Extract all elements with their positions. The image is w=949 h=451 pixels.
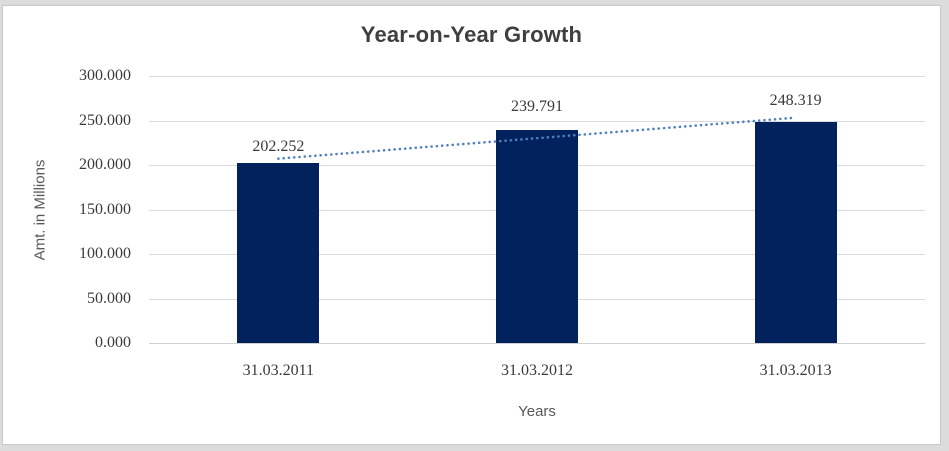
y-tick-label: 100.000 — [79, 245, 131, 262]
bar-value-label: 239.791 — [511, 97, 563, 115]
y-tick-label: 200.000 — [79, 156, 131, 173]
x-tick-label: 31.03.2012 — [501, 362, 573, 379]
gridline — [149, 120, 925, 122]
x-axis-title: Years — [518, 403, 556, 420]
y-tick-label: 300.000 — [79, 67, 131, 84]
bar-31.03.2011 — [237, 163, 320, 343]
y-axis-title: Amt. in Millions — [31, 159, 49, 261]
plot-area: 202.252 239.791 248.319 — [149, 76, 925, 344]
trendline — [277, 116, 797, 160]
y-tick-label: 0.000 — [95, 334, 131, 351]
x-axis-line — [149, 343, 925, 344]
y-tick-label: 50.000 — [87, 289, 131, 307]
x-tick-label: 31.03.2013 — [759, 362, 832, 379]
chart-title: Year-on-Year Growth — [360, 22, 583, 47]
y-tick-label: 150.000 — [79, 200, 131, 218]
gridline — [149, 76, 925, 77]
bar-value-label: 202.252 — [252, 138, 305, 155]
chart-frame: Year-on-Year Growth 0.000 50.000 100.000 15… — [2, 5, 941, 445]
bar-value-label: 248.319 — [769, 92, 822, 109]
y-tick-label: 250.000 — [79, 111, 131, 129]
bar-31.03.2012 — [496, 129, 578, 343]
bar-31.03.2013 — [754, 122, 837, 343]
x-tick-label: 31.03.2011 — [242, 362, 315, 379]
